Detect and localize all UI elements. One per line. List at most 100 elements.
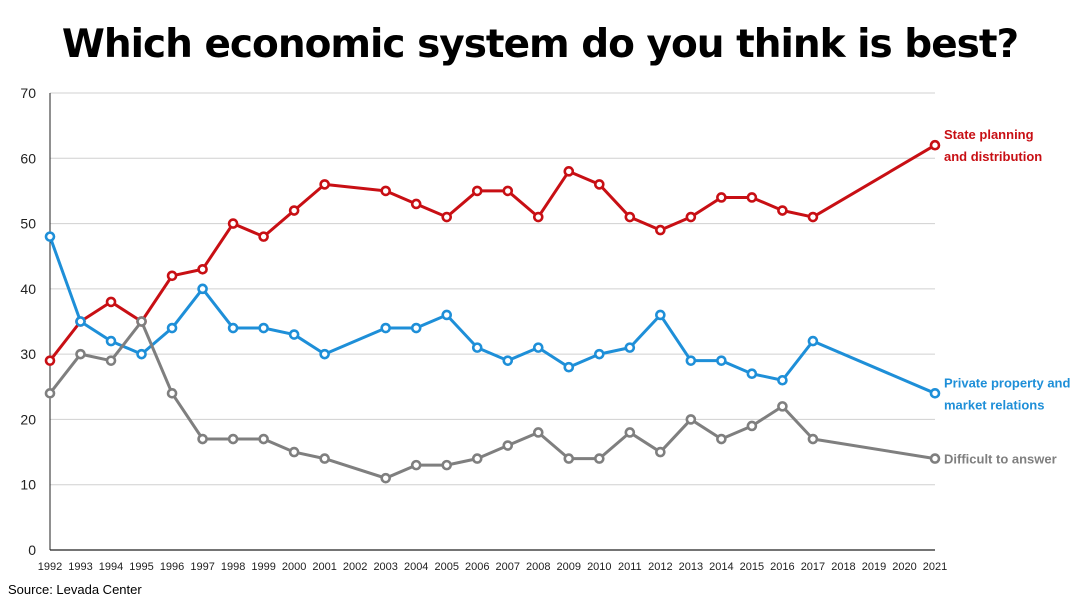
data-point <box>685 414 697 425</box>
series-private-property-and-market-relations: Private property and market relations <box>44 231 1070 412</box>
data-point <box>44 388 56 399</box>
data-point <box>471 453 483 464</box>
data-point <box>105 355 117 366</box>
series-label-state-planning-and-distribution: State planning and distribution <box>944 127 1042 164</box>
data-point <box>929 388 941 399</box>
data-point <box>532 427 544 438</box>
data-point <box>716 433 727 445</box>
data-point <box>777 374 788 386</box>
x-tick-label: 2000 <box>282 561 306 573</box>
x-tick-label: 2021 <box>923 561 947 573</box>
data-point <box>502 355 514 366</box>
data-point <box>746 368 758 380</box>
y-tick-label: 10 <box>20 477 36 493</box>
data-point <box>716 192 727 203</box>
series-line-difficult-to-answer <box>48 320 936 480</box>
data-point <box>75 348 86 360</box>
data-point <box>227 433 239 445</box>
data-point <box>929 139 941 151</box>
x-tick-label: 2008 <box>526 561 550 573</box>
x-tick-label: 2016 <box>770 561 794 573</box>
x-tick-label: 2014 <box>709 561 733 573</box>
data-point <box>929 453 941 464</box>
data-point <box>563 166 575 177</box>
data-point <box>105 335 117 347</box>
x-tick-label: 2003 <box>373 561 397 573</box>
series-label-line: Private property and <box>944 375 1070 390</box>
data-point <box>594 453 605 464</box>
x-tick-label: 2017 <box>801 561 825 573</box>
series-label-difficult-to-answer: Difficult to answer <box>944 452 1057 467</box>
x-tick-label: 2002 <box>343 561 367 573</box>
data-point <box>471 185 483 197</box>
y-tick-label: 20 <box>20 411 36 427</box>
data-point <box>624 427 636 438</box>
data-point <box>136 348 147 360</box>
series-label-line: Difficult to answer <box>944 452 1057 467</box>
data-point <box>502 185 514 197</box>
data-point <box>563 361 575 373</box>
x-tick-label: 1999 <box>251 561 275 573</box>
y-gridlines: 0 10 20 30 40 50 60 70 <box>20 85 935 558</box>
data-point <box>75 316 86 327</box>
x-tick-label: 1994 <box>99 561 123 573</box>
data-point <box>441 459 453 471</box>
data-point <box>380 322 391 334</box>
data-point <box>197 283 208 295</box>
data-point <box>319 179 330 190</box>
data-point <box>227 322 239 334</box>
x-tick-label: 2020 <box>892 561 916 573</box>
data-point <box>624 342 636 353</box>
data-point <box>288 329 300 340</box>
x-tick-label: 2015 <box>740 561 764 573</box>
data-point <box>410 198 422 210</box>
x-tick-label: 1998 <box>221 561 245 573</box>
data-point <box>44 355 56 366</box>
data-point <box>410 459 422 471</box>
x-tick-label: 1995 <box>129 561 153 573</box>
series-difficult-to-answer: Difficult to answer <box>44 316 1057 484</box>
data-point <box>380 185 391 197</box>
data-point <box>441 309 453 321</box>
data-point <box>288 446 300 458</box>
y-tick-label: 50 <box>20 216 36 232</box>
data-point <box>288 205 300 216</box>
data-point <box>44 231 56 242</box>
data-point <box>471 342 483 353</box>
data-point <box>227 218 239 229</box>
data-point <box>807 335 819 347</box>
series-state-planning-and-distribution: State planning and distribution <box>44 127 1042 366</box>
x-tick-label: 2004 <box>404 561 428 573</box>
data-point <box>594 179 605 190</box>
data-point <box>197 433 208 445</box>
data-point <box>746 420 758 432</box>
data-point <box>594 348 605 360</box>
x-tick-label: 2001 <box>312 561 336 573</box>
data-point <box>716 355 727 366</box>
x-tick-label: 2012 <box>648 561 672 573</box>
data-point <box>777 401 788 412</box>
y-tick-label: 70 <box>20 85 36 101</box>
data-point <box>655 309 666 321</box>
data-point <box>105 296 117 308</box>
x-tick-label: 2019 <box>862 561 886 573</box>
data-point <box>777 205 788 216</box>
data-point <box>166 270 178 282</box>
x-tick-label: 2006 <box>465 561 489 573</box>
x-tick-label: 2013 <box>679 561 703 573</box>
y-tick-label: 0 <box>28 542 36 558</box>
series-label-private-property-and-market-relations: Private property and market relations <box>944 375 1070 412</box>
data-point <box>655 224 666 236</box>
data-point <box>807 433 819 445</box>
series-label-line: State planning <box>944 127 1034 142</box>
data-point <box>197 263 208 275</box>
x-tick-label: 1996 <box>160 561 184 573</box>
x-tick-label: 2018 <box>831 561 855 573</box>
data-point <box>166 388 178 399</box>
data-point <box>410 322 422 334</box>
data-point <box>807 211 819 223</box>
data-point <box>655 446 666 458</box>
x-tick-label: 2011 <box>618 561 642 573</box>
data-point <box>685 211 697 223</box>
